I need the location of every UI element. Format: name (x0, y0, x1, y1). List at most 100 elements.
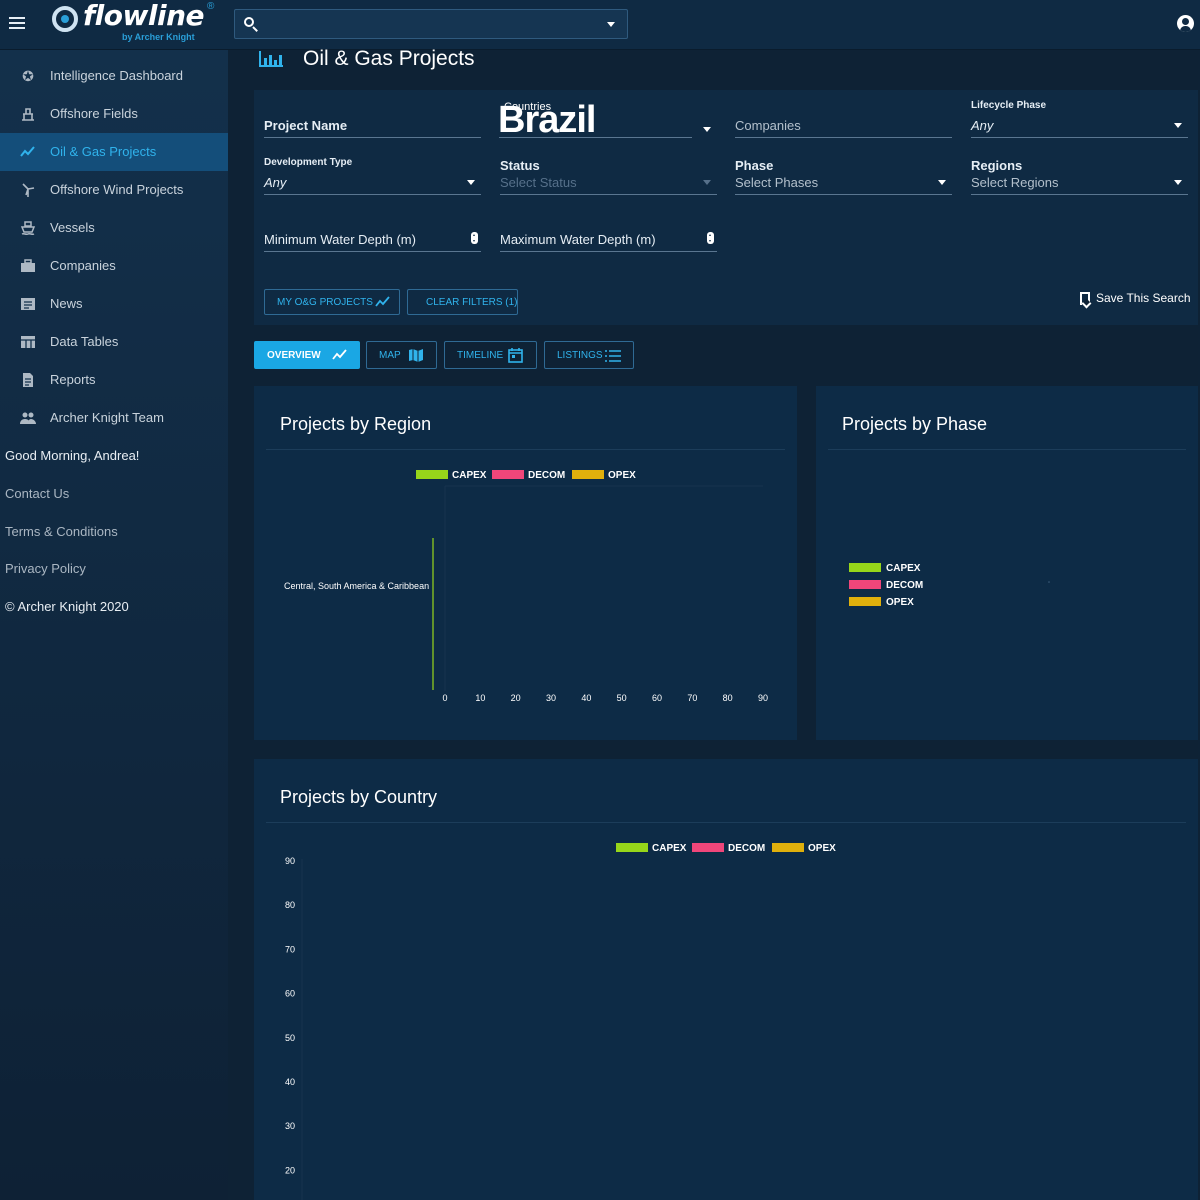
number-spinner-icon[interactable] (707, 232, 714, 244)
projects-by-phase-chart: CAPEX DECOM OPEX (849, 563, 1050, 608)
chevron-down-icon (703, 180, 711, 185)
sidebar-item-label: Offshore Fields (50, 106, 138, 121)
page-title: Oil & Gas Projects (303, 47, 475, 70)
tab-overview[interactable]: OVERVIEW (254, 341, 360, 369)
table-icon (20, 334, 36, 350)
project-name-label: Project Name (264, 118, 348, 133)
x-tick-label: 40 (581, 693, 591, 703)
phase-placeholder: Select Phases (735, 175, 819, 190)
tab-timeline-label: TIMELINE (457, 350, 504, 361)
trending-icon (20, 144, 36, 160)
logo-text: flowline (83, 0, 205, 32)
development-type-select[interactable]: Any (264, 171, 481, 195)
regions-select[interactable]: Select Regions (971, 171, 1188, 195)
countries-field[interactable] (499, 114, 692, 138)
sidebar-item-label: Vessels (50, 220, 95, 235)
legend-label-opex: OPEX (886, 597, 914, 608)
logo-subtitle: by Archer Knight (122, 32, 195, 42)
y-tick-label: 70 (285, 944, 295, 954)
sidebar-item-label: Reports (50, 372, 96, 387)
projects-by-country-chart: CAPEX DECOM OPEX 90 80 70 60 50 40 30 20 (285, 843, 836, 1200)
sidebar-item-vessels[interactable]: Vessels (0, 209, 228, 247)
sidebar-item-label: Intelligence Dashboard (50, 68, 183, 83)
countries-chevron-down-icon[interactable] (703, 127, 711, 132)
number-spinner-icon[interactable] (471, 232, 478, 244)
sidebar-item-label: Oil & Gas Projects (50, 144, 157, 159)
oil-rig-icon (20, 106, 36, 122)
projects-by-phase-title: Projects by Phase (842, 414, 988, 434)
sidebar-item-offshore-wind-projects[interactable]: Offshore Wind Projects (0, 171, 228, 209)
sidebar-item-archer-knight-team[interactable]: Archer Knight Team (0, 399, 228, 437)
legend-label-decom: DECOM (528, 470, 565, 481)
legend-swatch-opex (849, 597, 881, 606)
phase-select[interactable]: Select Phases (735, 171, 952, 195)
sidebar-item-intelligence-dashboard[interactable]: ✪ Intelligence Dashboard (0, 57, 228, 95)
projects-by-phase-card: Projects by Phase CAPEX DECOM OPEX (816, 386, 1198, 740)
lifecycle-phase-label: Lifecycle Phase (971, 100, 1047, 111)
status-placeholder: Select Status (500, 175, 577, 190)
y-tick-label: 30 (285, 1121, 295, 1131)
pie-chart-center (1048, 581, 1050, 583)
list-icon (605, 350, 621, 362)
flowline-logo[interactable]: flowline ® by Archer Knight (52, 0, 222, 46)
max-water-depth-input[interactable]: Maximum Water Depth (m) (500, 228, 717, 252)
global-search-input[interactable] (234, 9, 628, 39)
lifecycle-phase-select[interactable]: Any (971, 114, 1188, 138)
min-water-depth-input[interactable]: Minimum Water Depth (m) (264, 228, 481, 252)
divider (828, 449, 1186, 450)
min-water-depth-placeholder: Minimum Water Depth (m) (264, 232, 416, 247)
bookmark-icon (1080, 292, 1090, 305)
project-name-field[interactable]: Project Name (264, 114, 481, 138)
sidebar-item-label: Offshore Wind Projects (50, 182, 184, 197)
calendar-icon (508, 348, 523, 363)
companies-placeholder: Companies (735, 118, 801, 133)
chevron-down-icon (1174, 123, 1182, 128)
legend-swatch-capex (416, 470, 448, 479)
tab-map[interactable]: MAP (366, 341, 437, 369)
projects-by-region-card: Projects by Region CAPEX DECOM OPEX 0 10 20 30… (254, 386, 797, 740)
tab-listings[interactable]: LISTINGS (544, 341, 634, 369)
my-og-projects-button[interactable]: MY O&G PROJECTS (264, 289, 400, 315)
chevron-down-icon[interactable] (607, 22, 615, 27)
divider (266, 822, 1186, 823)
status-select[interactable]: Select Status (500, 171, 717, 195)
terms-link[interactable]: Terms & Conditions (5, 524, 118, 539)
y-tick-label: 60 (285, 989, 295, 999)
x-tick-label: 80 (723, 693, 733, 703)
save-search-label: Save This Search (1096, 291, 1191, 305)
contact-us-link[interactable]: Contact Us (5, 486, 70, 501)
briefcase-icon (20, 258, 36, 274)
logo-registered-mark: ® (207, 1, 215, 12)
copyright: © Archer Knight 2020 (5, 599, 129, 614)
legend-swatch-decom (849, 580, 881, 589)
trending-icon (332, 349, 347, 360)
sidebar-item-reports[interactable]: Reports (0, 361, 228, 399)
legend-swatch-opex (772, 843, 804, 852)
sidebar-item-oil-gas-projects[interactable]: Oil & Gas Projects (0, 133, 228, 171)
sidebar-item-news[interactable]: News (0, 285, 228, 323)
companies-field[interactable]: Companies (735, 114, 952, 138)
lifecycle-phase-value: Any (971, 118, 994, 133)
menu-icon[interactable] (9, 17, 25, 31)
y-tick-label: 40 (285, 1077, 295, 1087)
legend-swatch-capex (849, 563, 881, 572)
bar-chart-icon (259, 51, 283, 67)
sidebar-item-label: Data Tables (50, 334, 119, 349)
tab-timeline[interactable]: TIMELINE (444, 341, 537, 369)
wind-turbine-icon (20, 182, 36, 198)
account-icon[interactable] (1177, 15, 1194, 32)
clear-filters-button[interactable]: CLEAR FILTERS (1) (407, 289, 518, 315)
greeting: Good Morning, Andrea! (5, 448, 140, 463)
legend-label-opex: OPEX (808, 843, 836, 854)
projects-by-country-title: Projects by Country (280, 787, 438, 807)
sidebar-item-offshore-fields[interactable]: Offshore Fields (0, 95, 228, 133)
y-tick-label: 50 (285, 1033, 295, 1043)
sidebar-item-data-tables[interactable]: Data Tables (0, 323, 228, 361)
status-label: Status (500, 158, 540, 173)
sidebar-item-companies[interactable]: Companies (0, 247, 228, 285)
legend-label-capex: CAPEX (452, 470, 487, 481)
trending-icon (375, 296, 390, 307)
phase-label: Phase (735, 158, 774, 173)
x-tick-label: 70 (687, 693, 697, 703)
privacy-link[interactable]: Privacy Policy (5, 561, 86, 576)
